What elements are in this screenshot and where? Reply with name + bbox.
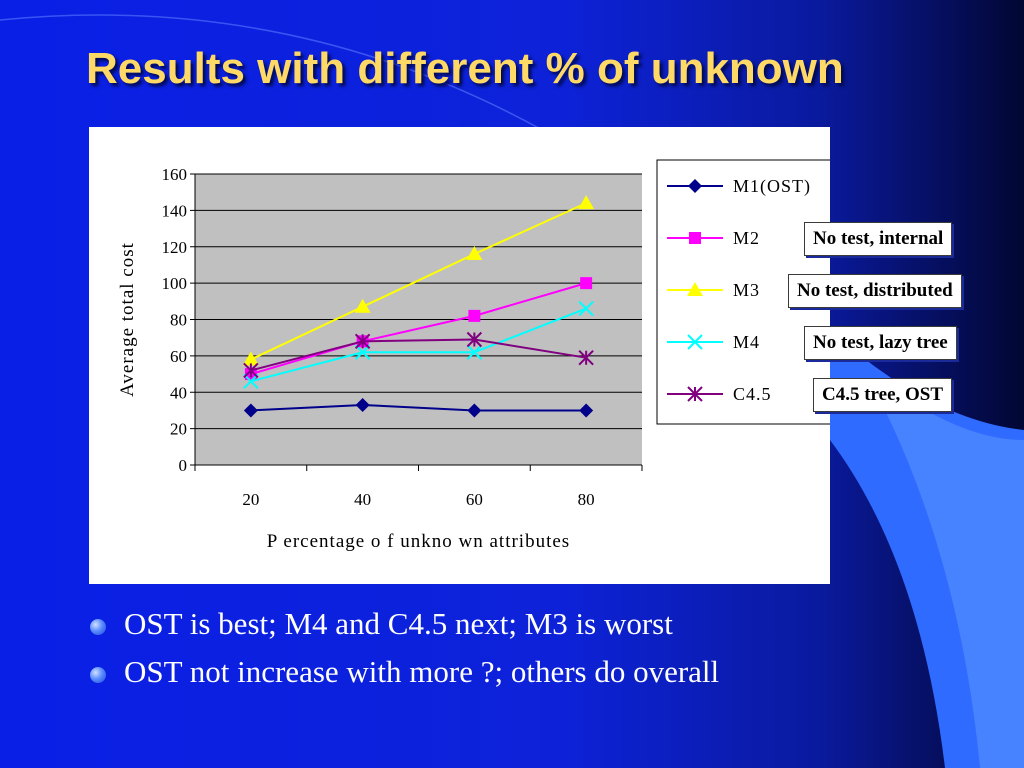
data-point: [243, 362, 259, 379]
y-tick-label: 160: [162, 165, 188, 184]
data-point: [580, 277, 593, 290]
x-tick-label: 60: [466, 490, 483, 509]
legend-label: C4.5: [733, 384, 772, 404]
legend-marker: [687, 282, 703, 296]
x-axis-title: P ercentage o f unkno wn attributes: [267, 531, 570, 552]
bullet-item: OST not increase with more ?; others do …: [88, 654, 719, 690]
x-tick-label: 40: [354, 490, 371, 509]
bullet-list: OST is best; M4 and C4.5 next; M3 is wor…: [88, 606, 719, 702]
y-tick-label: 100: [162, 274, 188, 293]
y-tick-label: 20: [170, 420, 187, 439]
bullet-icon: [90, 619, 106, 635]
series-line: [250, 403, 587, 412]
series-line: [250, 338, 587, 372]
callout-c45-tree-ost: C4.5 tree, OST: [813, 378, 953, 412]
series-line: [250, 307, 587, 383]
data-point: [243, 373, 259, 390]
y-tick-label: 140: [162, 201, 188, 220]
data-point: [466, 344, 483, 360]
callout-no-test-distributed: No test, distributed: [788, 274, 962, 308]
bullet-text: OST is best; M4 and C4.5 next; M3 is wor…: [124, 606, 673, 641]
data-point: [467, 403, 482, 418]
bullet-item: OST is best; M4 and C4.5 next; M3 is wor…: [88, 606, 719, 642]
data-point: [354, 344, 371, 360]
data-point: [579, 403, 594, 418]
data-point: [468, 309, 481, 322]
bullet-icon: [90, 667, 106, 683]
legend-marker: [687, 334, 703, 350]
legend-label: M4: [733, 332, 760, 352]
data-point: [578, 349, 594, 366]
callout-no-test-internal: No test, internal: [804, 222, 953, 256]
data-point: [242, 351, 259, 366]
y-tick-label: 40: [170, 383, 187, 402]
x-tick-label: 80: [578, 490, 595, 509]
series-line: [250, 202, 587, 361]
data-point: [578, 300, 594, 317]
data-point: [354, 333, 371, 350]
legend-marker: [687, 386, 703, 402]
background-arc: [0, 14, 561, 141]
callout-no-test-lazy-tree: No test, lazy tree: [804, 326, 957, 360]
chart-panel: 0 20 40 60 80 100 120 140 160 20 40 60 80 P ercentage…: [89, 127, 830, 584]
data-point: [466, 331, 483, 348]
y-tick-label: 0: [179, 456, 188, 475]
y-axis-title: Average total cost: [117, 242, 138, 397]
legend-marker: [689, 232, 701, 244]
data-point: [466, 246, 483, 261]
slide-title: Results with different % of unknown: [86, 44, 844, 93]
x-tick-label: 20: [242, 490, 259, 509]
data-point: [578, 195, 595, 210]
legend-marker: [688, 179, 702, 193]
line-chart: 0 20 40 60 80 100 120 140 160 20 40 60 80 P ercentage…: [117, 159, 830, 552]
legend-label: M3: [733, 280, 760, 300]
bullet-text: OST not increase with more ?; others do …: [124, 654, 720, 689]
legend-label: M2: [733, 228, 760, 248]
y-tick-label: 120: [162, 238, 188, 257]
y-tick-label: 60: [170, 347, 187, 366]
background-swoosh-light: [880, 380, 1024, 768]
data-point: [354, 298, 371, 313]
series-line: [250, 282, 587, 376]
y-tick-label: 80: [170, 311, 187, 330]
data-point: [243, 403, 258, 418]
legend-label: M1(OST): [733, 176, 811, 197]
data-point: [355, 397, 370, 412]
